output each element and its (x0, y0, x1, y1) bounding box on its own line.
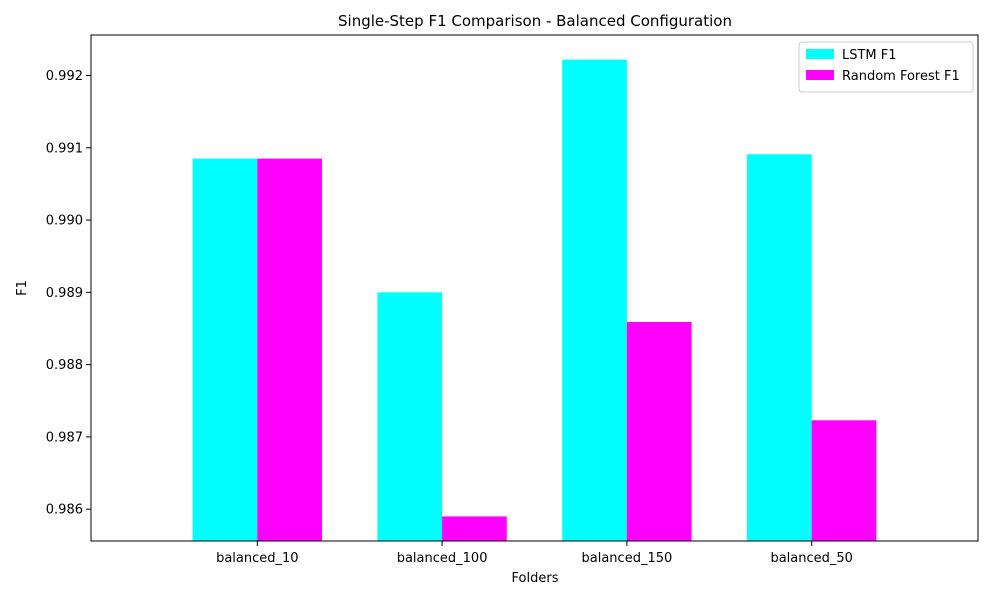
bar-random-forest-balanced-50 (811, 420, 877, 541)
x-tick-label: balanced_150 (582, 551, 673, 566)
bar-random-forest-balanced-150 (626, 321, 692, 541)
x-tick-label: balanced_50 (770, 551, 852, 566)
y-tick-label: 0.986 (46, 503, 83, 518)
bar-lstm-balanced-150 (562, 59, 627, 541)
x-axis-label: Folders (512, 571, 559, 586)
y-tick-label: 0.989 (46, 286, 83, 301)
chart-title: Single-Step F1 Comparison - Balanced Con… (338, 12, 732, 30)
x-tick-label: balanced_10 (216, 551, 298, 566)
bar-random-forest-balanced-100 (442, 516, 507, 541)
bar-lstm-balanced-100 (377, 292, 443, 541)
y-tick-label: 0.990 (46, 214, 83, 229)
y-tick-label: 0.992 (46, 69, 83, 84)
bar-lstm-balanced-10 (192, 158, 258, 542)
y-axis-label: F1 (15, 280, 30, 296)
legend-label-random-forest: Random Forest F1 (842, 69, 960, 84)
x-tick-label: balanced_100 (397, 551, 488, 566)
legend-swatch-random-forest (806, 70, 834, 80)
legend-frame (798, 41, 974, 93)
y-tick-label: 0.988 (46, 358, 83, 373)
legend: LSTM F1 Random Forest F1 (798, 41, 974, 93)
plot-area: 0.986 0.987 0.988 0.989 0.990 0.991 0.992 balan… (46, 34, 979, 566)
legend-label-lstm: LSTM F1 (842, 48, 897, 63)
y-tick-label: 0.987 (46, 430, 83, 445)
y-tick-label: 0.991 (46, 141, 83, 156)
bar-lstm-balanced-50 (747, 154, 812, 541)
bar-random-forest-balanced-10 (257, 158, 322, 542)
legend-swatch-lstm (806, 49, 834, 59)
axes-frame (90, 34, 979, 542)
